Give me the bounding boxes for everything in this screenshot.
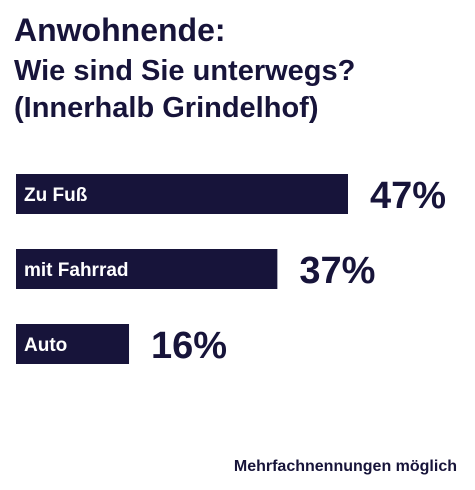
title-line-1: Anwohnende: (14, 12, 226, 48)
bar-group: Zu Fuß 47% mit Fahrrad 37% Auto 16% (16, 174, 446, 367)
title-line-2: Wie sind Sie unterwegs? (14, 55, 356, 87)
bar-auto (16, 324, 130, 364)
value-label-auto: 16% (151, 325, 227, 367)
category-label-mit-fahrrad: mit Fahrrad (24, 260, 129, 281)
chart-title: Anwohnende: Wie sind Sie unterwegs? (Inn… (14, 8, 464, 125)
bar-mit-fahrrad (16, 249, 278, 289)
title-line-3: (Innerhalb Grindelhof) (14, 92, 319, 124)
category-label-auto: Auto (24, 335, 67, 356)
value-label-zu-fuss: 47% (370, 175, 446, 217)
value-label-mit-fahrrad: 37% (299, 250, 375, 292)
category-label-zu-fuss: Zu Fuß (24, 185, 88, 206)
footnote: Mehrfachnennungen möglich (233, 458, 457, 475)
bar-zu-fuss (16, 174, 348, 214)
